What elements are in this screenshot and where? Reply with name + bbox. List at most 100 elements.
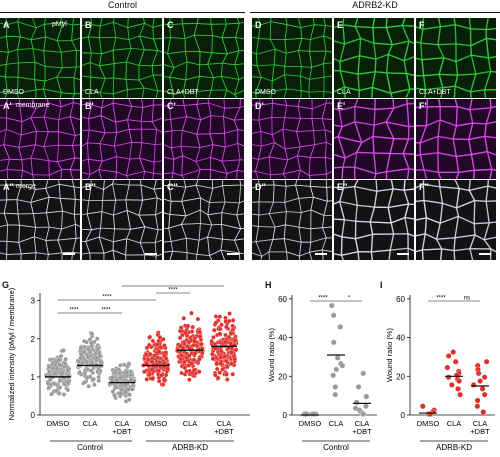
data-point: [210, 356, 216, 361]
cell-outline: [0, 90, 8, 98]
data-point: [195, 316, 201, 322]
cell-outline: [73, 186, 80, 201]
category-label: CLA: [83, 419, 98, 428]
panel-label: D'': [255, 182, 266, 192]
cell-outline: [155, 211, 162, 231]
panel-label: C': [167, 101, 176, 111]
group-label: Control: [323, 443, 349, 452]
scale-bar: [227, 253, 239, 255]
cell-outline: [437, 171, 460, 179]
data-point: [230, 323, 235, 329]
data-point: [85, 354, 91, 360]
control-header: Control: [107, 0, 137, 10]
data-point: [217, 314, 223, 319]
data-point: [159, 373, 164, 378]
cell-outline: [73, 198, 80, 215]
cell-outline: [115, 171, 129, 179]
data-point: [58, 353, 64, 359]
data-point: [147, 351, 153, 357]
data-point: [89, 368, 94, 373]
significance-label: ****: [69, 308, 79, 314]
data-point: [119, 387, 124, 393]
data-point: [474, 397, 481, 404]
stain-label: merge: [16, 183, 36, 190]
cell-outline: [485, 18, 496, 31]
data-point: [191, 367, 197, 373]
category-label-line: CLA: [115, 419, 130, 428]
cell-outline: [233, 118, 244, 132]
cell-outline: [469, 89, 487, 98]
data-point: [96, 366, 101, 371]
cell-outline: [6, 253, 22, 260]
cell-outline: [455, 169, 475, 179]
micrograph-c-membrane: C': [164, 99, 244, 179]
cell-outline: [238, 184, 244, 204]
y-tick-label: 2: [31, 335, 36, 344]
cell-outline: [282, 169, 301, 179]
data-point: [353, 399, 360, 406]
category-label: DMSO: [145, 419, 168, 428]
data-point: [214, 361, 219, 367]
panel-letter-i: I: [380, 280, 383, 290]
micrograph-e-membrane: E': [334, 99, 414, 179]
panel-label: E'': [337, 182, 348, 192]
cell-outline: [17, 89, 37, 98]
panel-label: A': [3, 101, 12, 111]
panel-label: F': [419, 101, 427, 111]
cell-outline: [385, 167, 410, 179]
micrograph-b-merge: B'': [82, 180, 162, 260]
panel-label: B'': [85, 182, 96, 192]
cell-outline: [152, 24, 162, 40]
cell-outline: [151, 117, 162, 133]
data-point: [218, 326, 223, 332]
data-point: [330, 339, 337, 346]
cell-outline: [82, 89, 91, 98]
y-tick-label: 20: [278, 372, 287, 381]
data-point: [95, 336, 100, 341]
data-point: [226, 334, 232, 340]
category-label-line: CLA: [447, 419, 462, 428]
data-point: [150, 376, 155, 381]
data-point: [127, 392, 132, 397]
cell-outline: [72, 18, 80, 26]
data-point: [226, 318, 232, 324]
data-point: [57, 378, 63, 383]
cell-outline: [453, 85, 472, 98]
cell-outline: [388, 247, 409, 260]
data-point: [217, 331, 223, 337]
cell-outline: [71, 23, 80, 42]
significance-label: ****: [168, 285, 178, 287]
scale-bar: [145, 253, 157, 255]
data-point: [224, 324, 229, 330]
data-point: [330, 372, 337, 379]
cell-outline: [324, 141, 332, 160]
y-tick-label: 40: [278, 334, 287, 343]
cell-outline: [32, 174, 50, 179]
data-point: [52, 371, 57, 377]
cell-outline: [370, 249, 391, 260]
data-point: [197, 329, 202, 335]
data-point: [129, 387, 135, 392]
category-label-line: +DBT: [470, 427, 490, 436]
cell-outline: [151, 49, 162, 67]
data-point: [445, 353, 452, 359]
data-point: [46, 364, 52, 370]
data-point: [89, 360, 95, 365]
data-point: [56, 357, 61, 363]
data-point: [124, 370, 130, 375]
cell-outline: [99, 92, 115, 98]
cell-outline: [69, 169, 80, 179]
cell-outline: [483, 221, 496, 241]
tile-background: [82, 99, 162, 179]
data-point: [113, 385, 119, 390]
tile-background: [416, 180, 496, 260]
data-point: [82, 344, 87, 350]
cell-outline: [323, 200, 332, 217]
data-point: [334, 355, 341, 361]
tile-background: [0, 99, 80, 179]
micrograph-b-pMyl: B CLA: [82, 18, 162, 98]
panel-label: B: [85, 20, 92, 30]
data-point: [78, 345, 83, 351]
panel-label: E: [337, 20, 344, 30]
